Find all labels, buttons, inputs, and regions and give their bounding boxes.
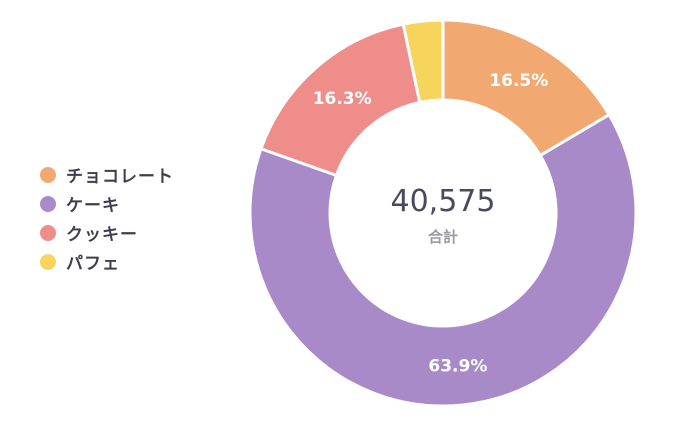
slice-label-chocolate: 16.5%	[489, 71, 548, 91]
legend-label-cake: ケーキ	[66, 196, 120, 216]
slice-labels: 16.5% 63.9% 16.3%	[313, 71, 549, 376]
legend-item-cake[interactable]: ケーキ	[40, 189, 174, 218]
center-total-value: 40,575	[391, 184, 496, 219]
slice-label-cookie: 16.3%	[313, 89, 372, 109]
slice-label-cake: 63.9%	[428, 356, 487, 376]
legend-swatch-parfait	[40, 253, 56, 270]
legend: チョコレート ケーキ クッキー パフェ	[40, 160, 174, 276]
slice-parfait[interactable]	[401, 18, 445, 105]
slice-cake[interactable]	[248, 112, 638, 408]
donut-slices	[248, 18, 638, 408]
legend-swatch-cookie	[40, 224, 56, 241]
legend-swatch-chocolate	[40, 166, 56, 183]
center-total-label: 合計	[427, 228, 458, 246]
legend-label-cookie: クッキー	[66, 225, 138, 245]
legend-item-parfait[interactable]: パフェ	[40, 247, 174, 276]
legend-swatch-cake	[40, 195, 56, 212]
legend-label-chocolate: チョコレート	[66, 167, 174, 187]
legend-item-cookie[interactable]: クッキー	[40, 218, 174, 247]
legend-label-parfait: パフェ	[66, 254, 120, 274]
legend-item-chocolate[interactable]: チョコレート	[40, 160, 174, 189]
